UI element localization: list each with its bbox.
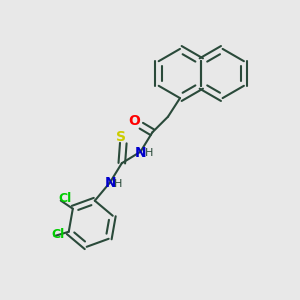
Text: Cl: Cl [58, 192, 71, 205]
Text: N: N [105, 176, 116, 190]
Text: S: S [116, 130, 127, 144]
Text: H: H [145, 148, 153, 158]
Text: H: H [114, 178, 122, 189]
Text: Cl: Cl [51, 228, 64, 242]
Text: O: O [128, 114, 140, 128]
Text: N: N [135, 146, 147, 160]
